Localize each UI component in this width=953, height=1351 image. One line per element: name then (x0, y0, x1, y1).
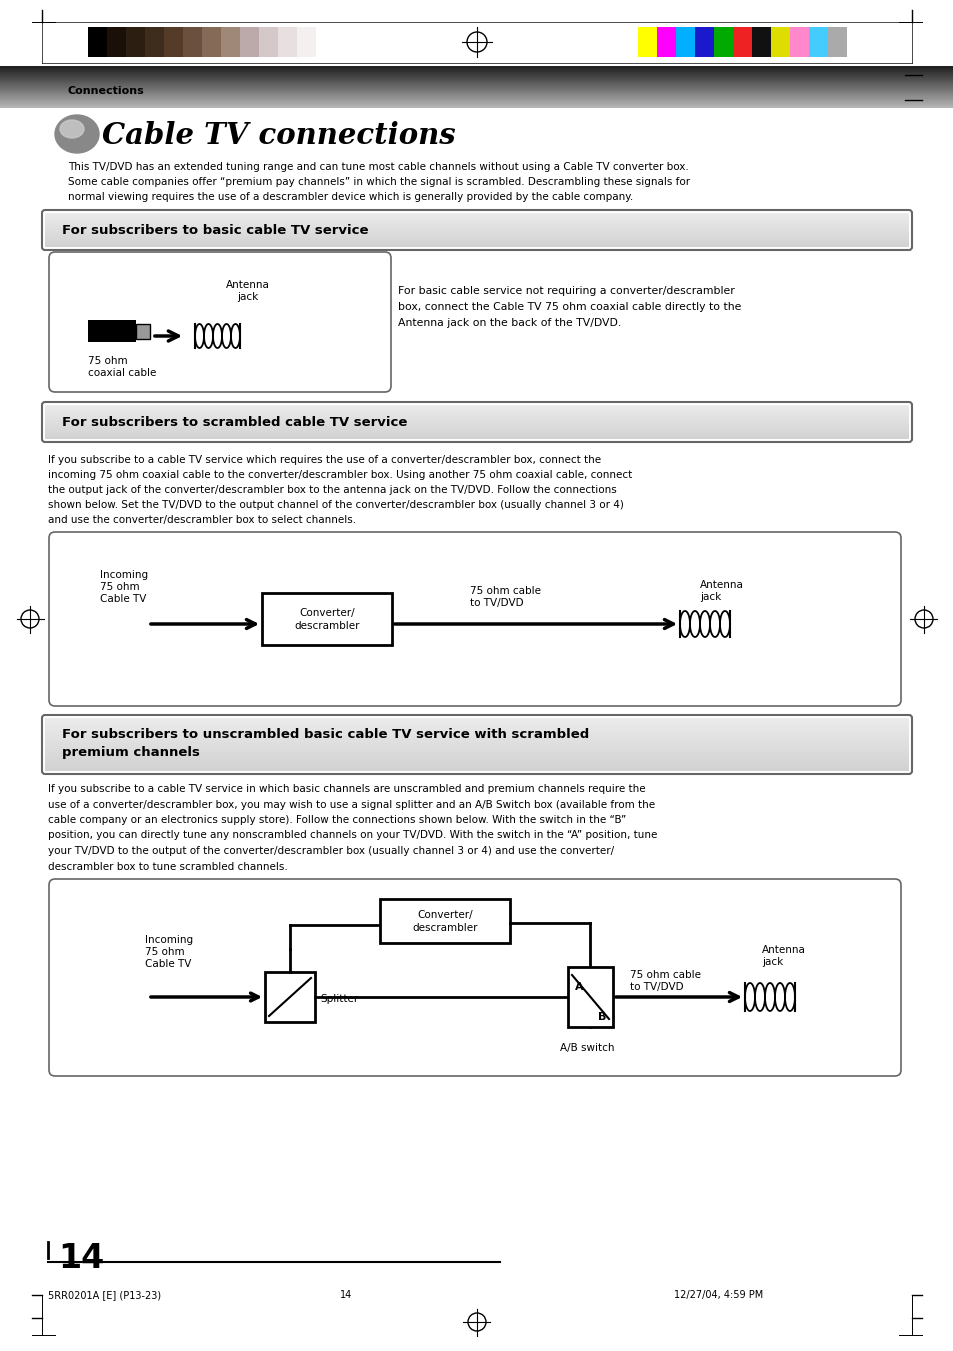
Text: For basic cable service not requiring a converter/descrambler: For basic cable service not requiring a … (397, 286, 734, 296)
Text: jack: jack (237, 292, 258, 303)
Bar (751, 27, 770, 57)
Bar (732, 27, 751, 57)
Bar (145, 27, 164, 57)
Text: to TV/DVD: to TV/DVD (470, 598, 523, 608)
Ellipse shape (55, 115, 99, 153)
Text: Antenna: Antenna (700, 580, 743, 590)
Bar (657, 27, 676, 57)
Text: Antenna: Antenna (761, 944, 805, 955)
Text: Converter/: Converter/ (299, 608, 355, 617)
Bar (258, 27, 277, 57)
Text: If you subscribe to a cable TV service in which basic channels are unscrambled a: If you subscribe to a cable TV service i… (48, 784, 645, 794)
Text: to TV/DVD: to TV/DVD (629, 982, 683, 992)
Text: descrambler: descrambler (294, 621, 359, 631)
Bar (136, 324, 150, 339)
Text: incoming 75 ohm coaxial cable to the converter/descrambler box. Using another 75: incoming 75 ohm coaxial cable to the con… (48, 470, 632, 480)
Bar (676, 27, 695, 57)
Bar (277, 27, 296, 57)
Bar (240, 27, 258, 57)
Text: A/B switch: A/B switch (560, 1043, 615, 1052)
Bar (379, 898, 510, 943)
Text: coaxial cable: coaxial cable (88, 367, 156, 378)
Bar (827, 27, 846, 57)
Bar (770, 27, 789, 57)
Text: use of a converter/descrambler box, you may wish to use a signal splitter and an: use of a converter/descrambler box, you … (48, 800, 655, 809)
Text: If you subscribe to a cable TV service which requires the use of a converter/des: If you subscribe to a cable TV service w… (48, 455, 600, 465)
Text: position, you can directly tune any nonscrambled channels on your TV/DVD. With t: position, you can directly tune any nons… (48, 831, 657, 840)
Text: 12/27/04, 4:59 PM: 12/27/04, 4:59 PM (673, 1290, 762, 1300)
Text: For subscribers to scrambled cable TV service: For subscribers to scrambled cable TV se… (62, 416, 407, 430)
Bar (88, 27, 107, 57)
Bar (107, 27, 126, 57)
Text: shown below. Set the TV/DVD to the output channel of the converter/descrambler b: shown below. Set the TV/DVD to the outpu… (48, 500, 623, 509)
Text: Antenna: Antenna (226, 280, 270, 290)
Bar (695, 27, 713, 57)
Text: A: A (574, 982, 582, 992)
Bar (88, 320, 136, 342)
Text: jack: jack (700, 592, 720, 603)
Text: cable company or an electronics supply store). Follow the connections shown belo: cable company or an electronics supply s… (48, 815, 625, 825)
Text: premium channels: premium channels (62, 746, 200, 759)
Text: Cable TV connections: Cable TV connections (102, 122, 456, 150)
Text: your TV/DVD to the output of the converter/descrambler box (usually channel 3 or: your TV/DVD to the output of the convert… (48, 846, 614, 857)
Text: 5RR0201A [E] (P13-23): 5RR0201A [E] (P13-23) (48, 1290, 161, 1300)
Text: 75 ohm: 75 ohm (88, 357, 128, 366)
Text: For subscribers to unscrambled basic cable TV service with scrambled: For subscribers to unscrambled basic cab… (62, 728, 589, 740)
Text: Cable TV: Cable TV (145, 959, 192, 969)
FancyBboxPatch shape (49, 880, 900, 1075)
Text: B: B (598, 1012, 605, 1021)
Text: Incoming: Incoming (145, 935, 193, 944)
Bar (296, 27, 315, 57)
Text: descrambler: descrambler (412, 923, 477, 934)
Text: jack: jack (761, 957, 782, 967)
Bar (262, 593, 392, 644)
Bar (808, 27, 827, 57)
Text: normal viewing requires the use of a descrambler device which is generally provi: normal viewing requires the use of a des… (68, 192, 633, 203)
Bar (202, 27, 221, 57)
Text: box, connect the Cable TV 75 ohm coaxial cable directly to the: box, connect the Cable TV 75 ohm coaxial… (397, 303, 740, 312)
Bar (164, 27, 183, 57)
Text: 75 ohm: 75 ohm (145, 947, 185, 957)
Text: 75 ohm: 75 ohm (100, 582, 139, 592)
Text: Incoming: Incoming (100, 570, 148, 580)
Bar (789, 27, 808, 57)
Bar (638, 27, 657, 57)
Text: For subscribers to basic cable TV service: For subscribers to basic cable TV servic… (62, 224, 368, 238)
FancyBboxPatch shape (49, 253, 391, 392)
Bar (713, 27, 732, 57)
Text: Connections: Connections (68, 86, 145, 96)
Text: Converter/: Converter/ (416, 911, 473, 920)
Text: 14: 14 (58, 1242, 104, 1275)
Text: the output jack of the converter/descrambler box to the antenna jack on the TV/D: the output jack of the converter/descram… (48, 485, 616, 494)
Bar (567, 967, 613, 1027)
Text: Antenna jack on the back of the TV/DVD.: Antenna jack on the back of the TV/DVD. (397, 317, 620, 328)
Text: Splitter: Splitter (319, 994, 358, 1004)
Text: Cable TV: Cable TV (100, 594, 146, 604)
Text: Some cable companies offer “premium pay channels” in which the signal is scrambl: Some cable companies offer “premium pay … (68, 177, 689, 186)
Bar (183, 27, 202, 57)
Ellipse shape (60, 120, 84, 138)
Text: 14: 14 (339, 1290, 352, 1300)
Text: 75 ohm cable: 75 ohm cable (629, 970, 700, 979)
Bar (126, 27, 145, 57)
Text: This TV/DVD has an extended tuning range and can tune most cable channels withou: This TV/DVD has an extended tuning range… (68, 162, 688, 172)
Text: descrambler box to tune scrambled channels.: descrambler box to tune scrambled channe… (48, 862, 288, 871)
Bar (221, 27, 240, 57)
FancyBboxPatch shape (49, 532, 900, 707)
Bar (265, 971, 314, 1021)
Text: and use the converter/descrambler box to select channels.: and use the converter/descrambler box to… (48, 515, 355, 526)
Text: 75 ohm cable: 75 ohm cable (470, 586, 540, 596)
